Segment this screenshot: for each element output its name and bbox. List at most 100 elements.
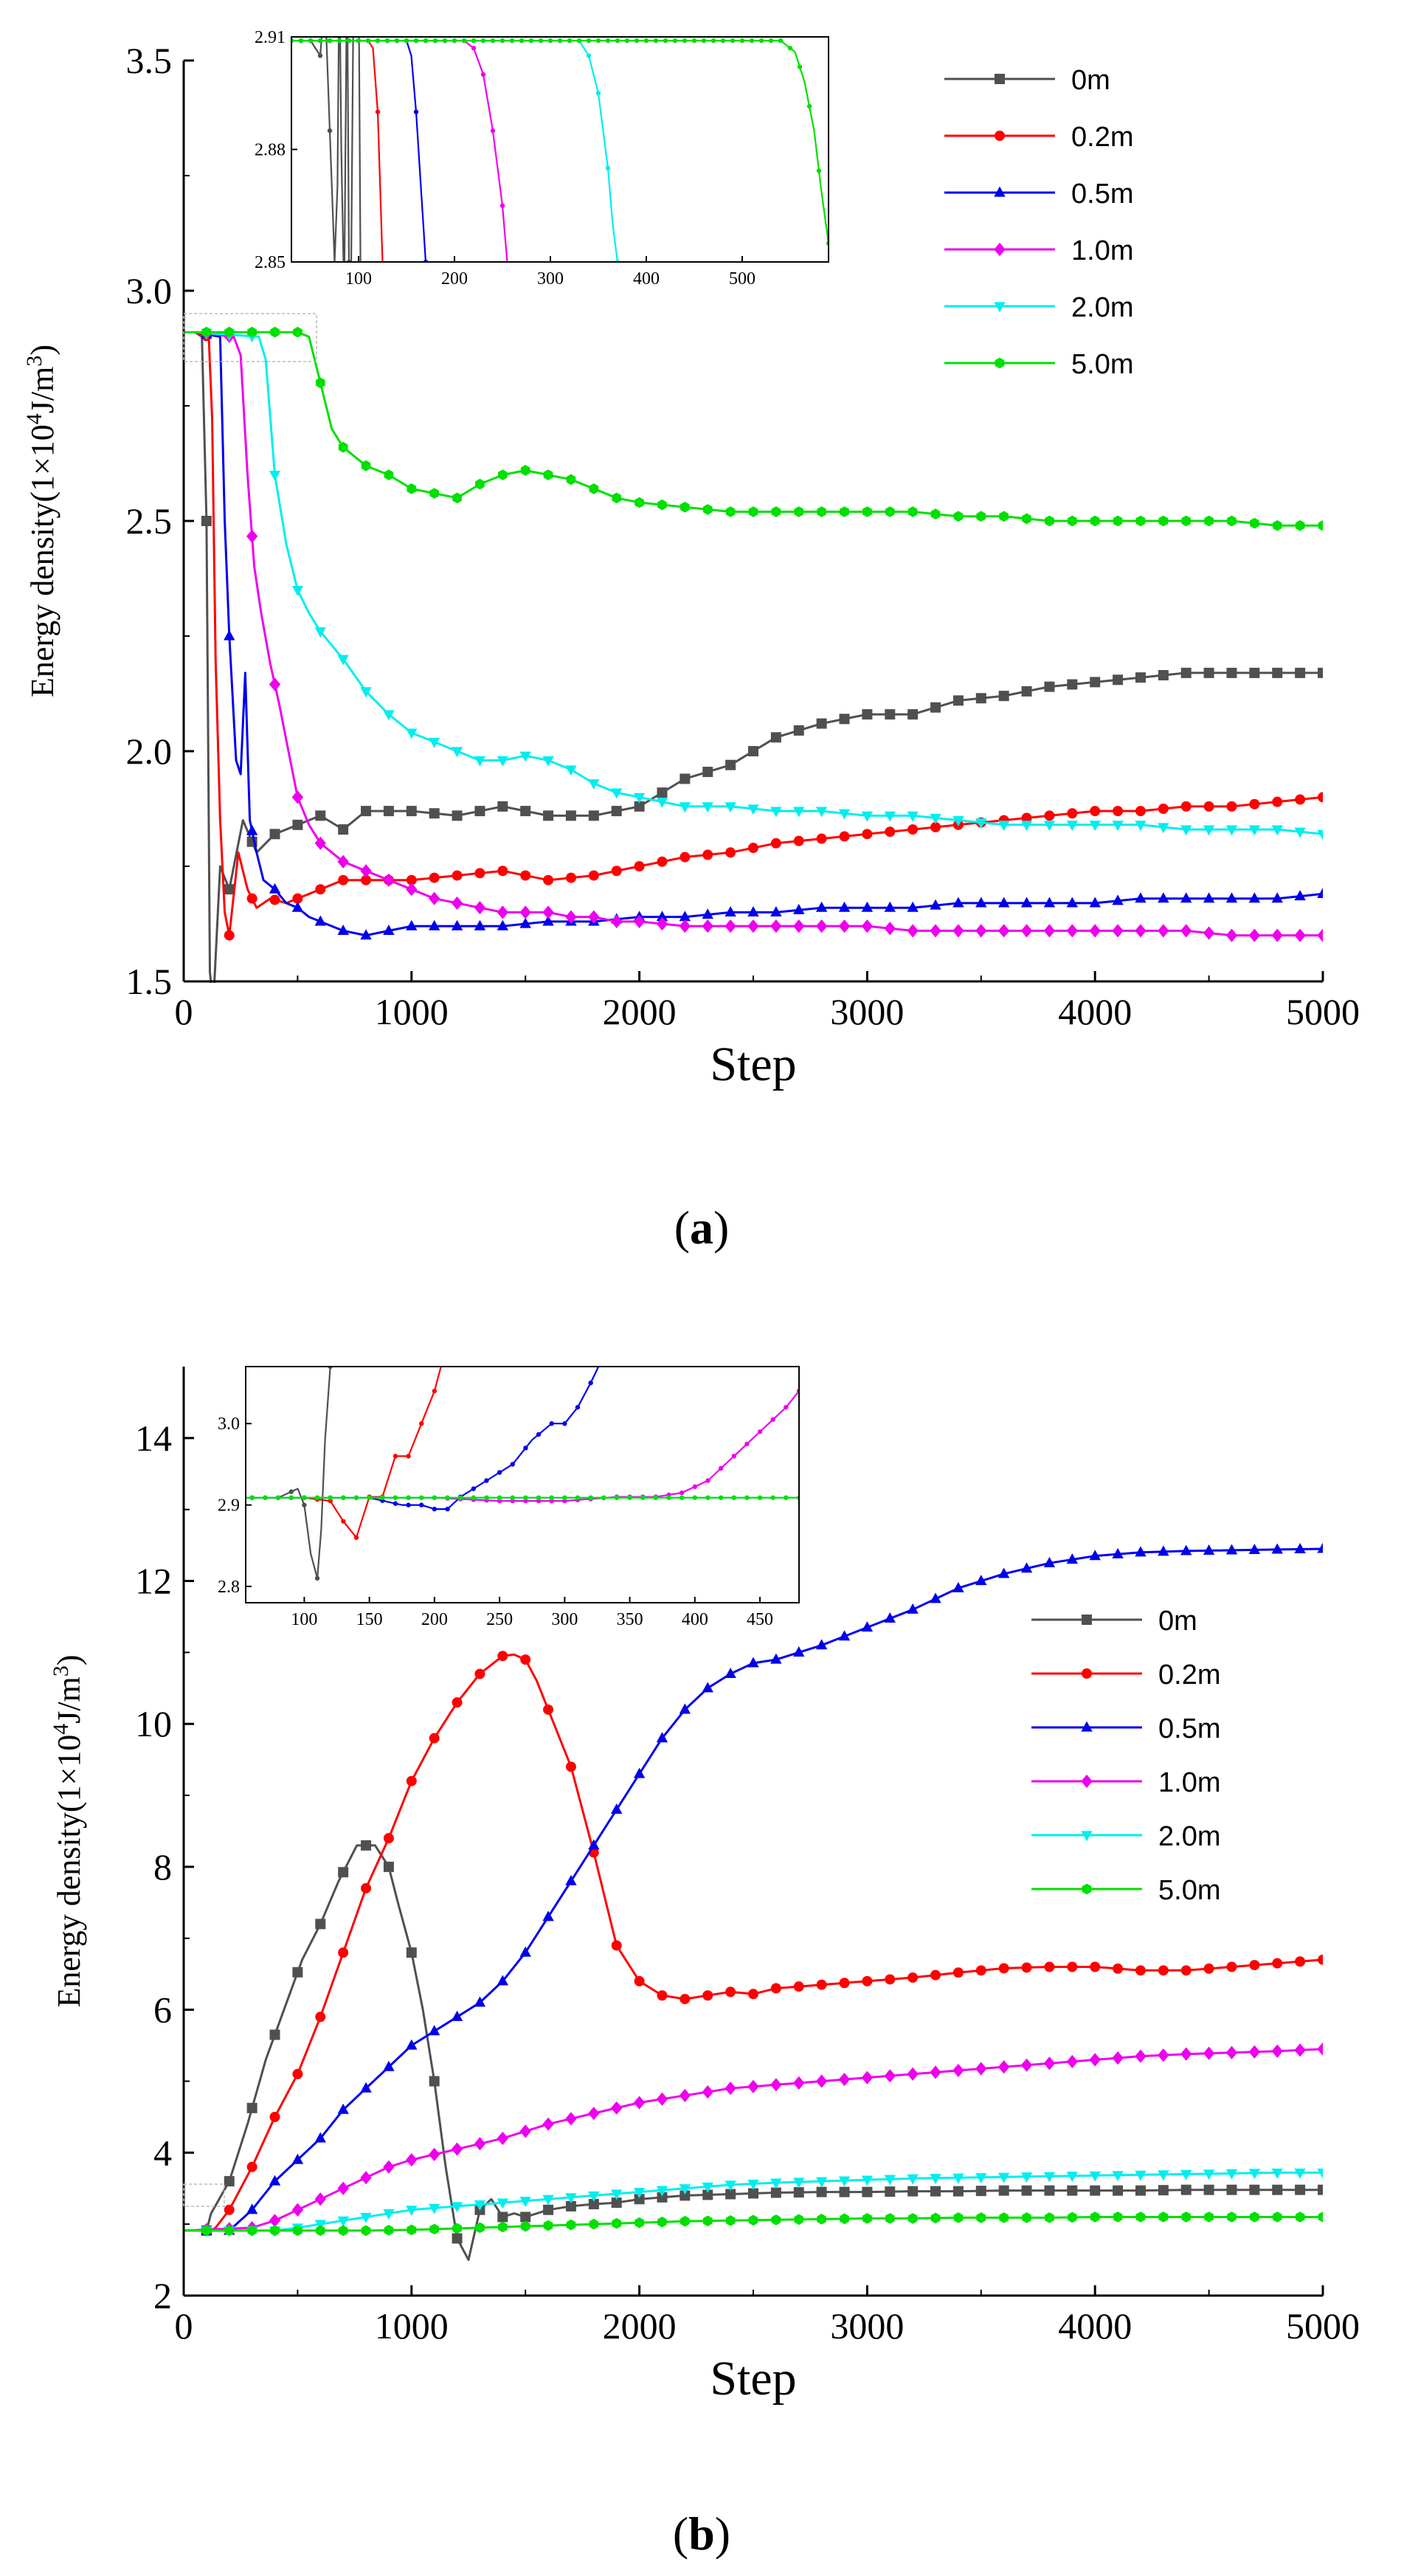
data-point-1.0m: [793, 919, 805, 933]
data-point-0m: [497, 2211, 508, 2223]
caption-paren: (: [673, 2507, 688, 2560]
series-1.0m: [184, 2042, 1323, 2237]
inset-frame: [245, 1366, 800, 1603]
inset-data-point-0m: [314, 1575, 320, 1581]
data-point-0.5m: [679, 911, 691, 922]
inset-data-point-5.0m: [328, 1495, 333, 1500]
inset-data-point-1.0m: [480, 72, 486, 77]
inset-data-point-5.0m: [356, 38, 362, 44]
legend-label-2.0m: 2.0m: [1071, 292, 1133, 323]
data-point-0.2m: [383, 1833, 394, 1844]
data-point-0.5m: [1203, 1544, 1215, 1555]
data-point-0m: [634, 801, 645, 812]
legend-marker-1.0m: [994, 242, 1006, 257]
data-point-0.2m: [474, 868, 485, 879]
data-point-0.2m: [748, 843, 758, 854]
data-point-0.2m: [338, 1947, 349, 1958]
legend-label-1.0m: 1.0m: [1158, 1767, 1220, 1798]
data-point-0m: [406, 806, 417, 817]
data-point-5.0m: [907, 506, 918, 517]
data-point-0.2m: [952, 1967, 964, 1978]
data-point-5.0m: [1022, 2212, 1031, 2223]
inset-data-point-5.0m: [653, 1495, 659, 1500]
data-point-2.0m: [975, 2173, 987, 2184]
data-point-0.5m: [406, 919, 418, 930]
data-point-0.2m: [907, 1972, 919, 1983]
data-point-1.0m: [1180, 2047, 1192, 2061]
data-point-0m: [383, 806, 394, 817]
data-point-1.0m: [1203, 926, 1215, 940]
data-point-5.0m: [612, 2217, 622, 2229]
data-point-1.0m: [1158, 924, 1169, 938]
data-point-1.0m: [474, 901, 486, 915]
legend-label-0.5m: 0.5m: [1158, 1713, 1220, 1744]
data-point-0.2m: [520, 870, 531, 881]
data-point-2.0m: [997, 821, 1010, 832]
inset-data-point-5.0m: [557, 38, 563, 44]
data-point-2.0m: [588, 779, 600, 790]
data-point-1.0m: [269, 2214, 281, 2228]
data-point-2.0m: [679, 2184, 691, 2195]
data-point-1.0m: [930, 924, 941, 938]
data-point-1.0m: [497, 2131, 509, 2146]
data-point-2.0m: [360, 2212, 372, 2223]
inset-data-point-5.0m: [523, 1495, 528, 1500]
data-point-1.0m: [1180, 924, 1192, 938]
inset-data-point-5.0m: [394, 38, 400, 44]
inset-data-point-5.0m: [380, 1495, 385, 1500]
data-point-5.0m: [725, 506, 736, 517]
data-point-2.0m: [474, 756, 486, 767]
legend-label-1.0m: 1.0m: [1071, 235, 1133, 266]
data-point-0.2m: [679, 852, 691, 863]
inset-data-point-5.0m: [562, 1495, 567, 1500]
data-point-2.0m: [815, 2177, 828, 2188]
inset-data-point-5.0m: [327, 38, 333, 44]
data-point-0.2m: [702, 1990, 713, 2001]
data-point-0.2m: [1272, 1958, 1283, 1969]
data-point-0m: [315, 810, 326, 821]
inset-x-tick-label: 300: [537, 269, 564, 289]
data-point-0m: [1249, 2184, 1260, 2195]
inset-x-tick-label: 150: [356, 1610, 383, 1629]
x-tick-label: 3000: [830, 991, 904, 1032]
inset-data-point-5.0m: [749, 38, 755, 44]
data-point-0.5m: [1158, 1545, 1169, 1556]
data-point-1.0m: [702, 2085, 713, 2099]
inset-x-tick-label: 400: [633, 269, 660, 289]
data-point-0m: [1272, 2184, 1283, 2195]
legend-label-0m: 0m: [1071, 65, 1110, 96]
data-point-5.0m: [817, 506, 826, 517]
y-axis-label: Energy density(1×104J/m3): [22, 345, 61, 697]
chart-a: 0 1000 2000 3000 4000 5000 1.5 2.0 2.5 3.0 3.5 Step…: [22, 28, 1360, 1254]
y-tick-label: 10: [135, 1703, 172, 1744]
legend-label-0.5m: 0.5m: [1071, 179, 1133, 210]
data-point-0.2m: [998, 1963, 1009, 1974]
data-point-0.5m: [997, 1567, 1010, 1578]
data-point-2.0m: [838, 809, 851, 820]
data-point-1.0m: [770, 919, 782, 933]
chart-b: 0 1000 2000 3000 4000 5000 2 4 6 8 10 12 14 Step Energ…: [49, 1366, 1360, 2560]
data-point-0.2m: [543, 874, 554, 885]
inset-data-point-0.5m: [575, 1404, 581, 1410]
inset-data-point-5.0m: [797, 64, 803, 69]
data-point-5.0m: [885, 2213, 895, 2224]
data-point-0.5m: [1180, 1544, 1192, 1555]
inset-data-point-5.0m: [549, 1495, 554, 1500]
data-point-0.2m: [702, 849, 713, 860]
y-axis-label-superscript: 3: [49, 1665, 73, 1677]
y-axis-label-part: J/m: [51, 1677, 87, 1724]
data-point-2.0m: [656, 798, 668, 809]
data-point-1.0m: [1271, 928, 1283, 942]
legend-marker-2.0m: [1081, 1831, 1093, 1842]
data-point-0.2m: [1158, 804, 1169, 814]
inset-data-point-5.0m: [663, 38, 668, 44]
data-point-5.0m: [1158, 2211, 1169, 2223]
inset-y-tick-label: 2.91: [255, 28, 286, 47]
series-0.2m: [194, 331, 1323, 941]
data-point-0m: [383, 1861, 394, 1872]
data-point-1.0m: [291, 790, 304, 804]
data-point-1.0m: [770, 2078, 782, 2092]
inset-data-point-5.0m: [679, 1495, 685, 1500]
data-point-1.0m: [1112, 2051, 1124, 2065]
data-point-2.0m: [1020, 821, 1033, 832]
